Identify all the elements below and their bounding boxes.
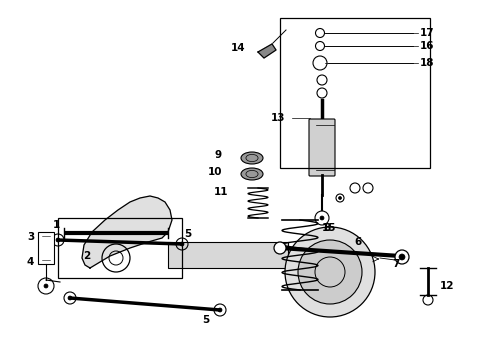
Text: 18: 18 xyxy=(420,58,435,68)
Text: 1: 1 xyxy=(53,220,60,230)
Text: 12: 12 xyxy=(440,281,455,291)
Circle shape xyxy=(274,242,286,254)
Circle shape xyxy=(399,254,405,260)
Text: 3: 3 xyxy=(28,232,35,242)
Text: 7: 7 xyxy=(392,259,399,269)
Circle shape xyxy=(56,238,60,242)
Circle shape xyxy=(395,250,409,264)
Text: 14: 14 xyxy=(230,43,245,53)
Text: 8: 8 xyxy=(323,223,330,233)
Ellipse shape xyxy=(241,152,263,164)
Circle shape xyxy=(285,227,375,317)
Text: 5: 5 xyxy=(202,315,210,325)
Polygon shape xyxy=(82,196,172,268)
FancyBboxPatch shape xyxy=(309,119,335,176)
Text: 13: 13 xyxy=(270,113,285,123)
Text: 10: 10 xyxy=(207,167,222,177)
Ellipse shape xyxy=(241,168,263,180)
Text: 11: 11 xyxy=(214,187,228,197)
Circle shape xyxy=(180,242,184,246)
Bar xyxy=(58,218,182,278)
Circle shape xyxy=(218,308,222,312)
Polygon shape xyxy=(258,44,276,58)
Bar xyxy=(168,242,288,268)
Circle shape xyxy=(320,216,324,220)
Text: 2: 2 xyxy=(83,251,90,261)
Circle shape xyxy=(298,240,362,304)
Text: 5: 5 xyxy=(184,229,191,239)
Text: 17: 17 xyxy=(420,28,435,38)
Bar xyxy=(280,18,430,168)
Circle shape xyxy=(44,284,48,288)
Bar xyxy=(38,232,54,264)
Text: 9: 9 xyxy=(215,150,222,160)
Text: 15: 15 xyxy=(321,223,336,233)
Circle shape xyxy=(339,197,342,199)
Text: 16: 16 xyxy=(420,41,435,51)
Circle shape xyxy=(68,296,72,300)
Text: 4: 4 xyxy=(26,257,34,267)
Text: 6: 6 xyxy=(355,237,362,247)
